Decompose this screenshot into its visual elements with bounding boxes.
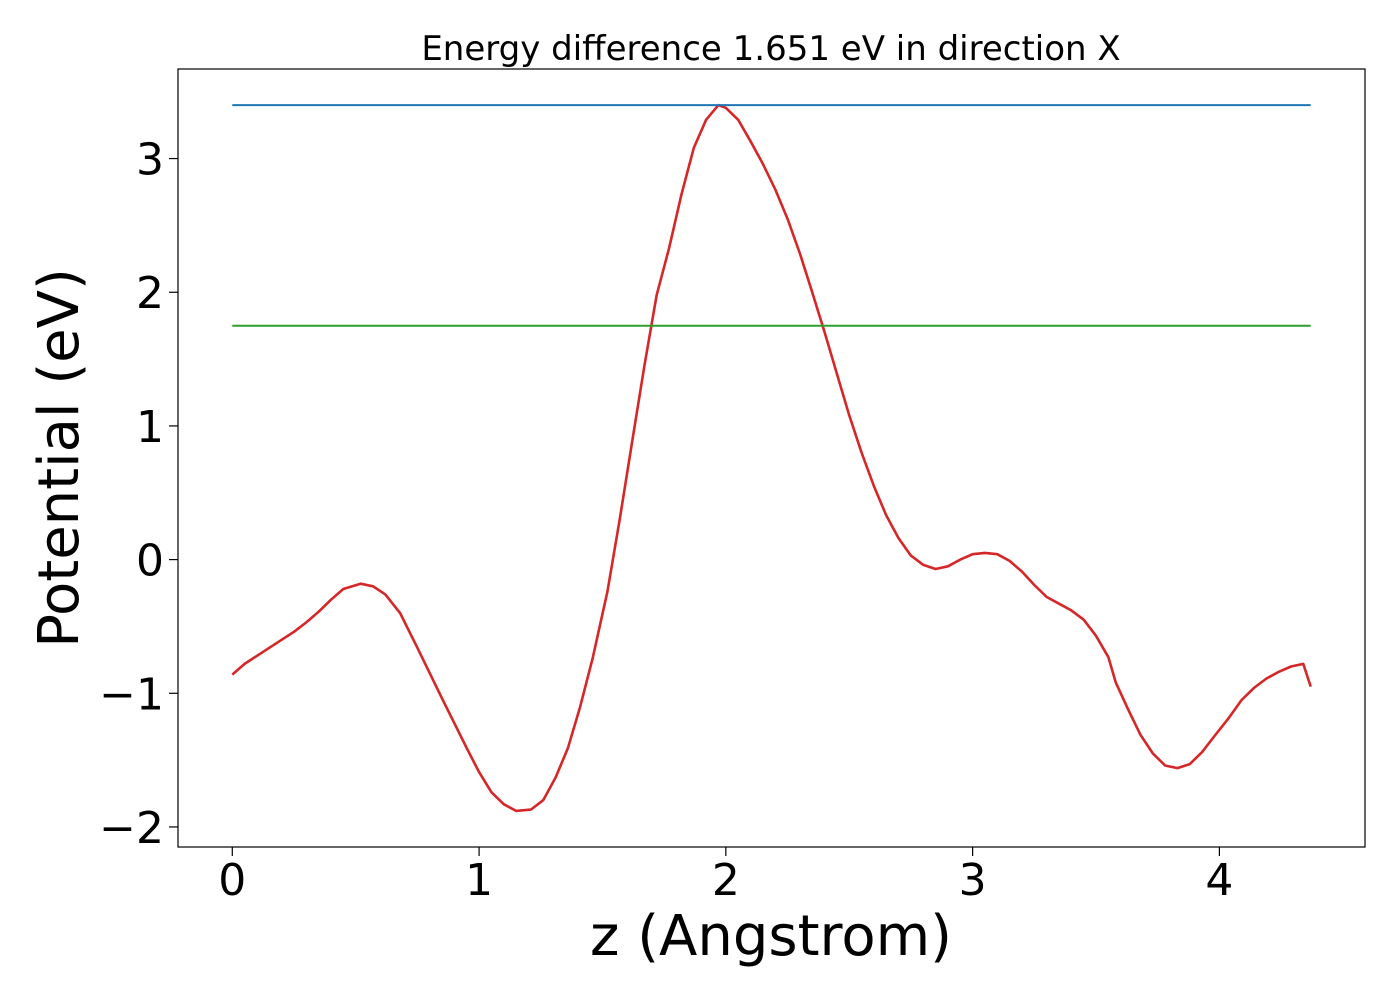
chart-title: Energy difference 1.651 eV in direction … (421, 29, 1120, 69)
x-tick-label: 2 (712, 855, 740, 906)
y-tick-label: 2 (136, 268, 164, 319)
y-tick-label: 0 (136, 536, 164, 587)
y-tick-label: −2 (99, 803, 164, 854)
x-tick-label: 0 (218, 855, 246, 906)
y-tick-label: 3 (136, 135, 164, 186)
series-layer (231, 103, 1312, 813)
tick-layer: 0 1 2 3 4 −2 −1 0 1 2 3 (99, 135, 1233, 906)
potential-curve (231, 103, 1312, 813)
plot-frame (177, 68, 1366, 848)
x-tick-label: 4 (1205, 855, 1233, 906)
y-tick-label: −1 (99, 669, 164, 720)
x-axis-label: z (Angstrom) (590, 904, 952, 969)
x-tick-label: 1 (465, 855, 493, 906)
y-axis-label: Potential (eV) (27, 268, 92, 648)
x-tick-label: 3 (959, 855, 987, 906)
y-tick-label: 1 (136, 402, 164, 453)
